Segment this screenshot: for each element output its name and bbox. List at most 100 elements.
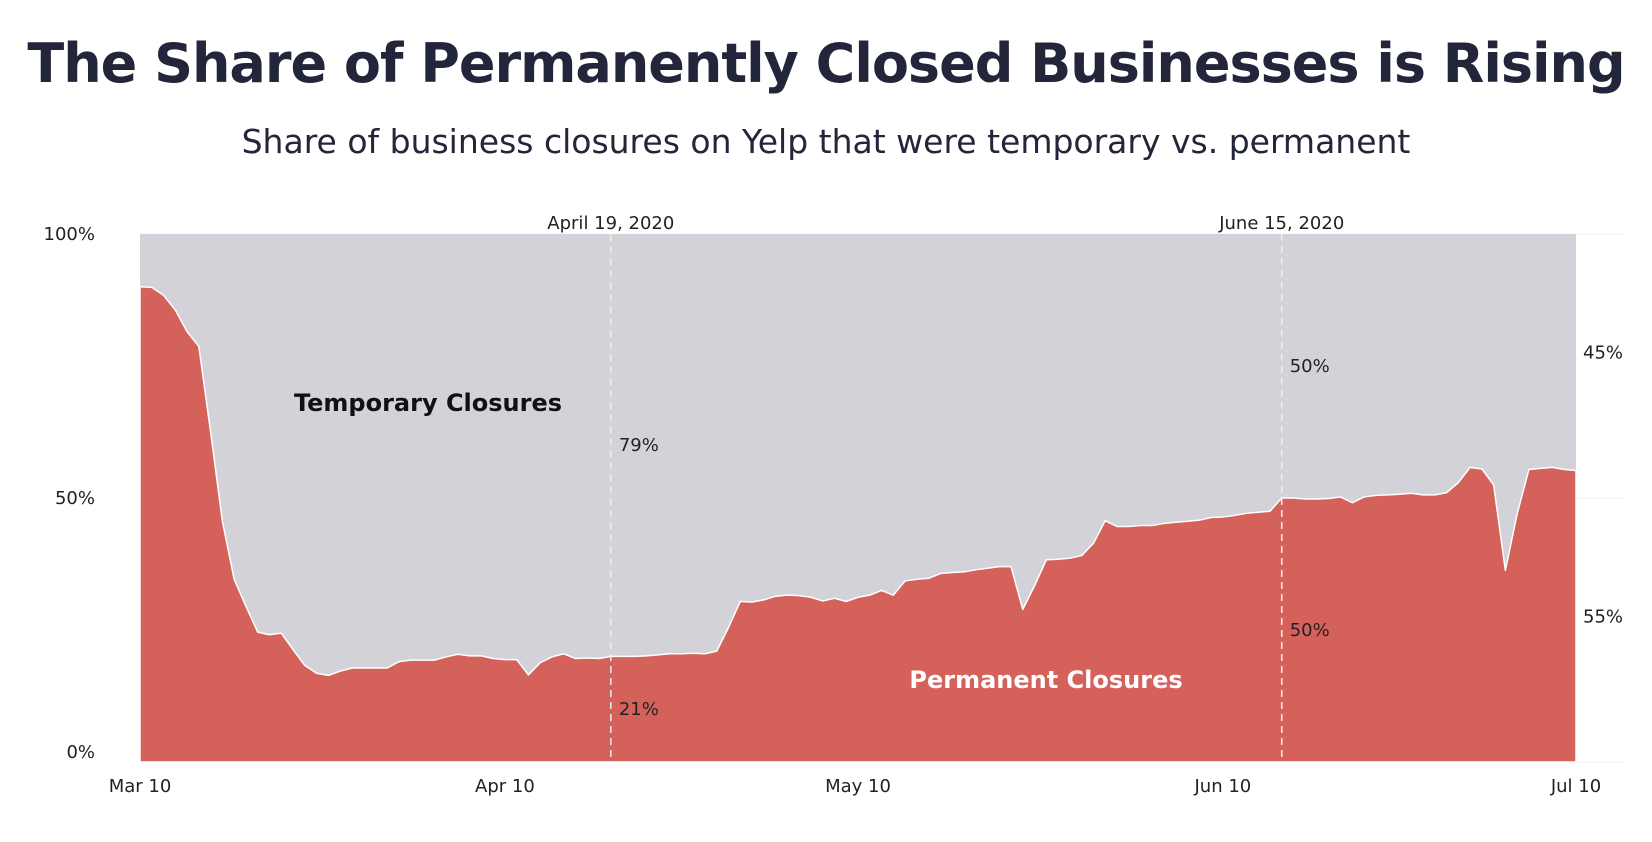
data-point bbox=[1033, 585, 1036, 587]
data-point bbox=[504, 658, 506, 661]
data-point bbox=[268, 634, 271, 636]
x-tick-label: Mar 10 bbox=[109, 776, 172, 797]
data-point bbox=[445, 656, 447, 658]
data-point bbox=[775, 595, 777, 597]
data-point bbox=[1116, 525, 1118, 528]
data-point bbox=[692, 652, 694, 654]
data-point bbox=[810, 596, 812, 598]
data-point bbox=[1010, 566, 1012, 568]
data-point bbox=[1163, 522, 1165, 524]
data-point bbox=[1328, 497, 1330, 500]
data-point bbox=[210, 431, 212, 433]
data-point bbox=[339, 670, 341, 672]
data-point bbox=[1186, 520, 1189, 522]
data-point bbox=[492, 657, 494, 660]
data-point bbox=[1045, 559, 1047, 561]
data-point bbox=[822, 600, 824, 602]
data-point bbox=[539, 662, 541, 664]
data-point bbox=[1445, 492, 1448, 494]
data-point bbox=[1222, 516, 1224, 518]
data-point bbox=[1504, 569, 1506, 571]
data-point bbox=[786, 594, 788, 596]
data-point bbox=[398, 661, 400, 663]
x-tick-label: Jul 10 bbox=[1550, 776, 1601, 797]
data-point bbox=[869, 594, 871, 596]
data-point bbox=[139, 286, 141, 288]
data-point bbox=[845, 600, 847, 603]
data-point bbox=[904, 580, 906, 582]
data-point bbox=[1104, 520, 1106, 522]
data-point bbox=[457, 653, 459, 655]
data-point bbox=[928, 577, 930, 579]
data-point bbox=[916, 578, 918, 580]
data-point bbox=[327, 674, 329, 677]
data-point bbox=[1198, 519, 1200, 521]
data-point bbox=[1528, 468, 1530, 471]
data-point bbox=[798, 595, 800, 597]
annotation-date-label: June 15, 2020 bbox=[1218, 213, 1344, 234]
data-point bbox=[986, 567, 989, 569]
data-point bbox=[586, 657, 588, 659]
data-point bbox=[751, 601, 753, 603]
data-point bbox=[998, 566, 1000, 568]
data-point bbox=[151, 286, 153, 288]
data-point bbox=[221, 520, 223, 522]
data-point bbox=[1151, 524, 1153, 527]
temporary-closures-label: Temporary Closures bbox=[294, 389, 562, 417]
data-point bbox=[1434, 494, 1436, 496]
data-point bbox=[1375, 494, 1377, 496]
data-point bbox=[1210, 516, 1212, 519]
data-point bbox=[433, 659, 435, 661]
permanent-share-label: 21% bbox=[619, 699, 659, 720]
data-point bbox=[1410, 492, 1412, 494]
data-point bbox=[1057, 558, 1059, 560]
data-point bbox=[1363, 496, 1365, 498]
data-point bbox=[304, 664, 306, 666]
data-point bbox=[975, 569, 977, 571]
data-point bbox=[1245, 512, 1248, 514]
data-point bbox=[162, 294, 165, 296]
data-point bbox=[374, 667, 377, 669]
data-point bbox=[892, 594, 894, 596]
data-point bbox=[245, 605, 247, 607]
data-point bbox=[257, 631, 259, 633]
data-point bbox=[1304, 498, 1306, 500]
chart-subtitle: Share of business closures on Yelp that … bbox=[241, 122, 1411, 161]
data-point bbox=[1175, 521, 1177, 523]
data-point bbox=[315, 672, 318, 674]
data-point bbox=[704, 653, 706, 655]
permanent-share-label: 50% bbox=[1290, 620, 1330, 641]
data-point bbox=[1540, 467, 1542, 470]
data-point bbox=[1092, 542, 1095, 545]
data-point bbox=[1551, 466, 1554, 468]
chart-title: The Share of Permanently Closed Business… bbox=[27, 32, 1625, 95]
data-point bbox=[1398, 493, 1401, 495]
data-point bbox=[833, 597, 836, 599]
data-point bbox=[951, 571, 953, 574]
data-point bbox=[421, 659, 424, 661]
permanent-closures-label: Permanent Closures bbox=[909, 666, 1182, 694]
data-point bbox=[563, 653, 565, 655]
data-point bbox=[468, 655, 471, 657]
data-point bbox=[516, 658, 518, 661]
data-point bbox=[669, 653, 671, 655]
temporary-share-label: 45% bbox=[1583, 342, 1623, 363]
data-point bbox=[174, 309, 176, 311]
data-point bbox=[716, 650, 718, 652]
data-point bbox=[292, 648, 294, 651]
data-point bbox=[351, 667, 353, 669]
data-point bbox=[645, 655, 647, 657]
data-point bbox=[1292, 497, 1295, 499]
data-point bbox=[763, 599, 765, 601]
data-point bbox=[633, 655, 635, 658]
data-point bbox=[574, 657, 577, 660]
data-point bbox=[186, 331, 188, 333]
data-point bbox=[551, 656, 553, 658]
data-point bbox=[598, 657, 600, 660]
data-point bbox=[657, 654, 659, 656]
data-point bbox=[1316, 498, 1318, 500]
x-tick-label: May 10 bbox=[825, 776, 891, 797]
data-point bbox=[963, 571, 965, 573]
data-point bbox=[1351, 502, 1353, 504]
